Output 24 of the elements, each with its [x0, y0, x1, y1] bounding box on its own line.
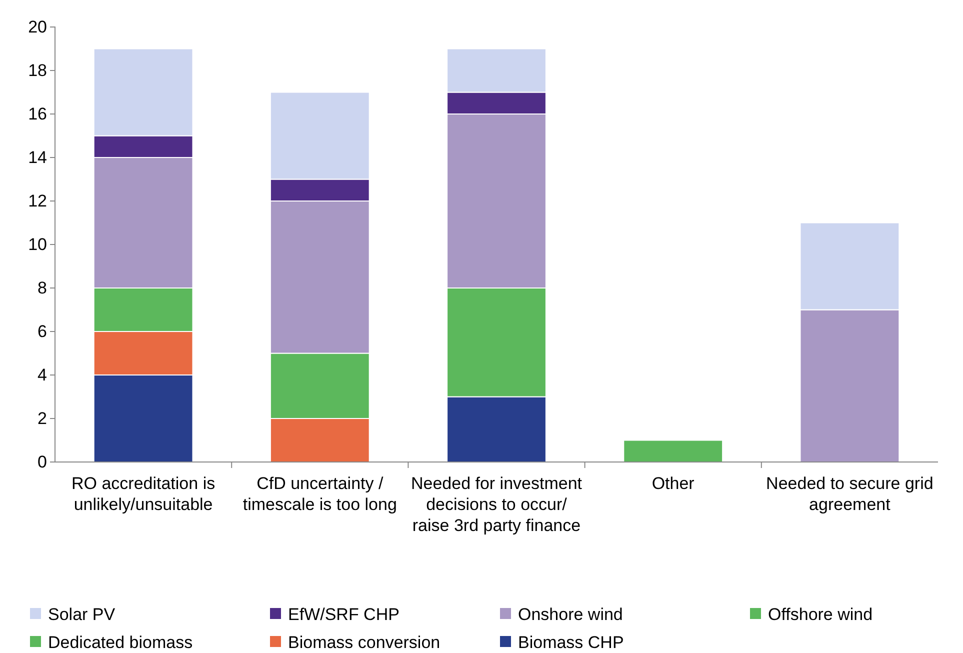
y-tick-label: 18: [28, 60, 47, 80]
x-tick-label: Other: [652, 474, 695, 493]
x-tick-label: CfD uncertainty / timescale is too long: [242, 474, 397, 514]
y-tick-label: 8: [38, 278, 47, 298]
bar: [623, 440, 724, 462]
legend-label: Offshore wind: [768, 605, 873, 624]
legend-label: Biomass conversion: [288, 633, 440, 652]
y-tick-label: 10: [28, 234, 47, 254]
y-tick-label: 4: [38, 365, 47, 384]
y-tick-label: 6: [38, 322, 47, 341]
y-tick-label: 0: [38, 452, 47, 472]
x-tick-label: RO accreditation is unlikely/unsuitable: [71, 474, 216, 514]
y-tick-label: 2: [38, 408, 47, 428]
y-tick-label: 14: [28, 148, 47, 167]
y-tick-label: 20: [28, 17, 47, 36]
legend-label: Dedicated biomass: [48, 633, 193, 652]
y-tick-label: 16: [28, 104, 47, 124]
legend-label: Onshore wind: [518, 605, 623, 624]
x-tick-label: Needed for investment decisions to occur/ raise 3rd party finance: [410, 474, 582, 535]
legend-label: Solar PV: [48, 605, 116, 624]
x-tick-label: Needed to secure grid agreement: [766, 474, 934, 514]
legend-label: Biomass CHP: [518, 633, 624, 652]
legend-label: EfW/SRF CHP: [288, 605, 400, 624]
y-tick-label: 12: [28, 191, 47, 210]
